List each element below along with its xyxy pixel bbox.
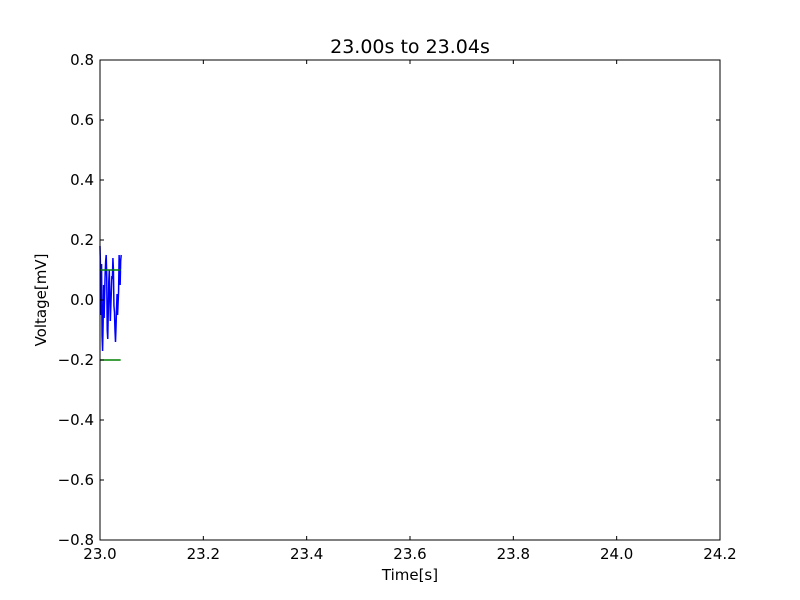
chart-title: 23.00s to 23.04s — [330, 36, 490, 58]
y-tick-label: −0.4 — [58, 411, 94, 429]
y-tick-label: −0.8 — [58, 531, 94, 549]
tick-layer: 23.0 23.2 23.4 23.6 23.8 24.0 24.2 −0.8 −0.6 −0.4… — [58, 51, 737, 563]
x-axis-label: Time[s] — [381, 566, 438, 584]
x-tick-label: 24.0 — [600, 545, 633, 563]
plot-frame — [99, 59, 721, 541]
x-tick-label: 23.6 — [393, 545, 426, 563]
series-line-0 — [99, 245, 122, 352]
y-tick-label: 0.6 — [70, 111, 94, 129]
y-tick-label: 0.8 — [70, 51, 94, 69]
y-axis-label: Voltage[mV] — [32, 254, 50, 347]
x-tick-label: 23.8 — [497, 545, 530, 563]
y-tick-label: 0.4 — [70, 171, 94, 189]
y-tick-label: 0.0 — [70, 291, 94, 309]
x-tick-label: 24.2 — [703, 545, 736, 563]
y-tick-label: −0.6 — [58, 471, 94, 489]
plot-background — [100, 60, 720, 540]
y-tick-label: 0.2 — [70, 231, 94, 249]
x-tick-label: 23.0 — [83, 545, 116, 563]
x-tick-label: 23.4 — [290, 545, 323, 563]
x-tick-label: 23.2 — [187, 545, 220, 563]
y-tick-label: −0.2 — [58, 351, 94, 369]
